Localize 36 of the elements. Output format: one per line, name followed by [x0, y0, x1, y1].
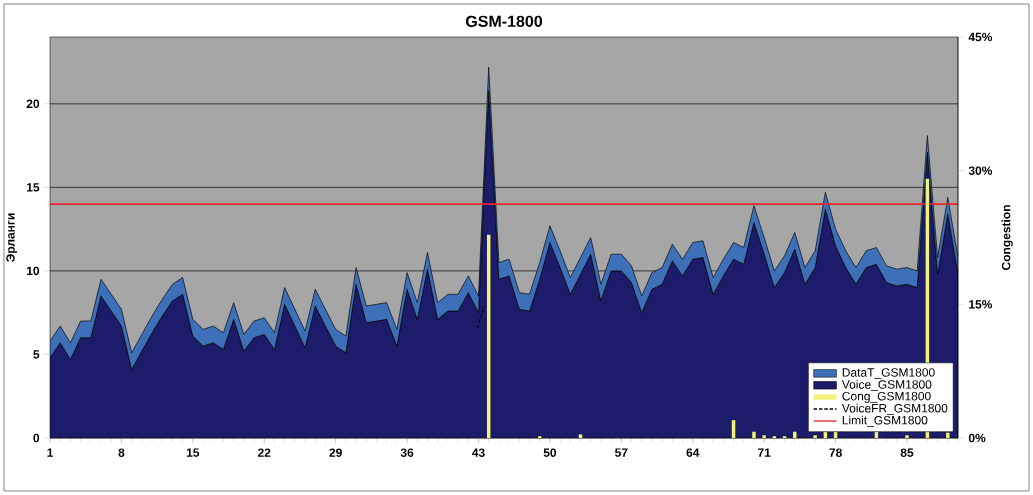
bar: [578, 434, 583, 438]
x-tick-label: 1: [47, 448, 54, 457]
x-tick-label: 36: [400, 448, 414, 457]
x-tick-label: 71: [758, 448, 771, 457]
bar: [813, 435, 817, 438]
y2-axis-title: Congestion: [1001, 205, 1013, 270]
x-tick-label: 8: [118, 448, 125, 457]
x-tick-label: 50: [543, 448, 557, 457]
y2-tick-label: 15%: [969, 300, 993, 309]
y-tick-label: 10: [27, 266, 40, 276]
x-tick-label: 57: [615, 448, 628, 457]
bar: [946, 432, 950, 438]
y-tick-label: 20: [26, 99, 40, 109]
bar: [905, 435, 909, 438]
x-tick-label: 64: [686, 448, 700, 457]
bar: [752, 431, 756, 438]
y-tick-label: 15: [27, 183, 40, 192]
chart-title: GSM-1800: [465, 15, 543, 27]
series-label: DataT_GSM1800: [842, 368, 935, 379]
x-tick-label: 78: [829, 448, 842, 457]
x-tick-label: 15: [186, 448, 200, 457]
bar: [762, 435, 766, 438]
series-label: Voice_GSM1800: [841, 379, 932, 391]
y2-tick-label: 45%: [968, 32, 993, 42]
legend-label: Limit_GSM1800: [842, 415, 928, 427]
x-tick-label: 43: [472, 448, 485, 457]
y-tick-label: 0: [33, 433, 40, 443]
x-tick-label: 85: [900, 448, 914, 457]
y-axis-title: Эрланги: [6, 213, 18, 262]
y2-tick-label: 30%: [968, 166, 993, 175]
legend-label: Cong_GSM1800: [842, 391, 931, 403]
x-tick-label: 22: [258, 448, 271, 457]
y-tick-label: 5: [33, 350, 40, 359]
x-tick-label: 29: [329, 448, 342, 457]
legend-label: VoiceFR_GSM1800: [841, 403, 948, 415]
y2-tick-label: 0%: [968, 433, 986, 443]
